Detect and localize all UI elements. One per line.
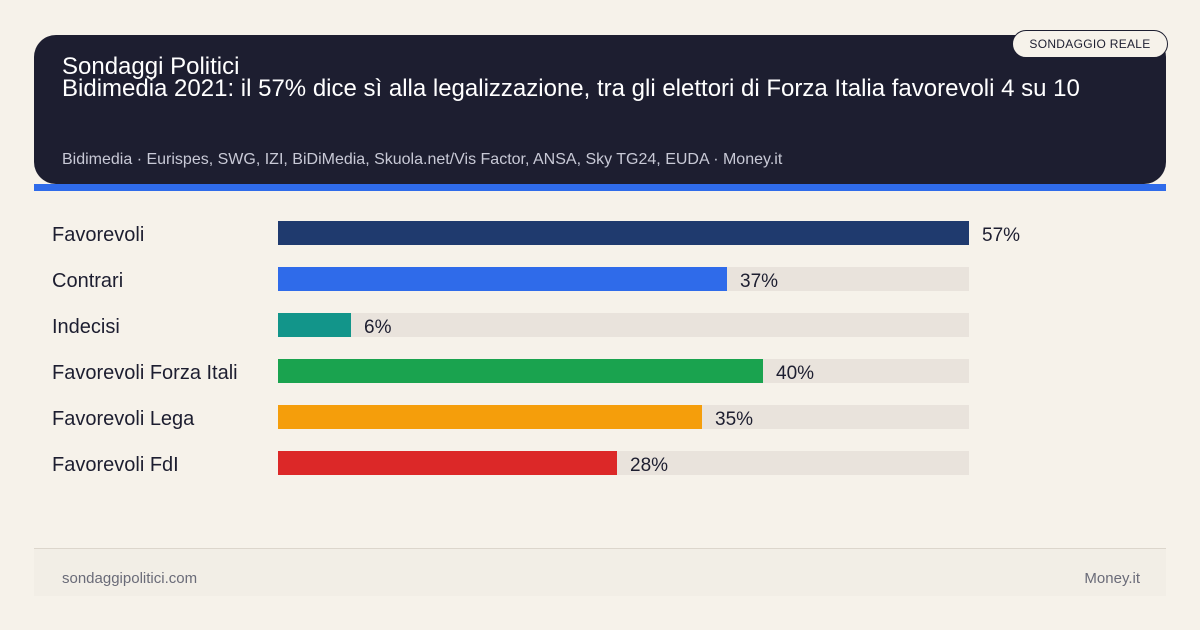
footer-brand[interactable]: Money.it [1084, 570, 1140, 587]
value-label: 37% [740, 271, 779, 292]
value-label: 35% [715, 409, 754, 430]
value-label: 57% [982, 225, 1021, 246]
page-title: Bidimedia 2021: il 57% dice sì alla lega… [62, 75, 1080, 102]
bar [278, 359, 763, 383]
category-label: Favorevoli Forza Itali [52, 362, 238, 384]
bar [278, 267, 727, 291]
bar-track [278, 313, 969, 337]
sources-line: Bidimedia · Eurispes, SWG, IZI, BiDiMedi… [62, 151, 783, 168]
category-label: Favorevoli [52, 224, 145, 246]
value-label: 28% [630, 455, 669, 476]
bar [278, 313, 351, 337]
footer-divider [34, 548, 1166, 549]
footer-bar [34, 549, 1166, 596]
header-panel [34, 35, 1166, 184]
category-label: Indecisi [52, 316, 120, 338]
category-label: Favorevoli FdI [52, 454, 179, 476]
header-kicker: Sondaggi Politici [62, 53, 240, 80]
bar [278, 221, 969, 245]
real-poll-badge: SONDAGGIO REALE [1012, 30, 1168, 58]
footer-site-link[interactable]: sondaggipolitici.com [62, 570, 198, 587]
header-accent-bar [34, 184, 1166, 191]
value-label: 6% [364, 317, 392, 338]
category-label: Contrari [52, 270, 124, 292]
category-label: Favorevoli Lega [52, 408, 195, 430]
value-label: 40% [776, 363, 815, 384]
bar [278, 451, 617, 475]
bar [278, 405, 702, 429]
